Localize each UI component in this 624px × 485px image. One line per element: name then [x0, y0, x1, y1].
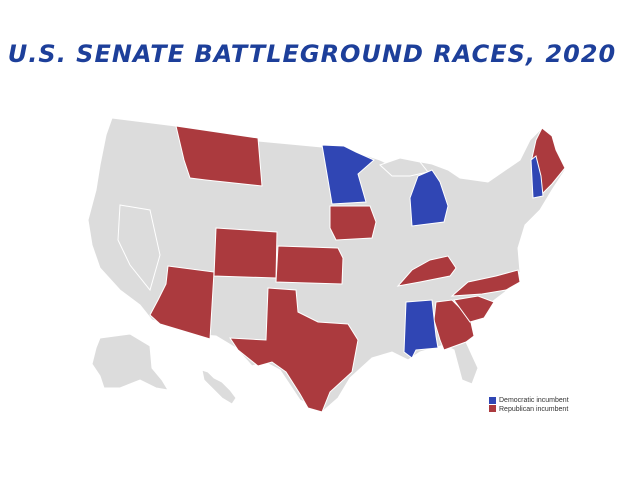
legend-republican-swatch: [489, 405, 496, 412]
nevada: [117, 204, 161, 292]
state-kentucky: [396, 255, 457, 287]
legend-republican-label: Republican incumbent: [499, 406, 569, 413]
state-alabama: [403, 299, 439, 359]
state-arizona: [149, 265, 215, 340]
battleground-states: [149, 125, 566, 413]
state-texas: [229, 287, 359, 413]
state-colorado: [213, 227, 278, 279]
state-iowa: [329, 205, 377, 241]
state-michigan: [409, 169, 449, 227]
state-new-hampshire: [530, 155, 544, 199]
hawaii: [201, 369, 237, 405]
map-title: U.S. SENATE BATTLEGROUND RACES, 2020: [7, 40, 617, 68]
state-south-carolina: [453, 295, 495, 323]
legend-democratic-swatch: [489, 397, 496, 404]
state-minnesota: [321, 144, 375, 205]
state-montana: [175, 125, 263, 187]
alaska: [91, 333, 169, 391]
legend: Democratic incumbent Republican incumben…: [489, 396, 569, 414]
legend-democratic-label: Democratic incumbent: [499, 397, 569, 404]
state-north-carolina: [450, 269, 521, 297]
state-kansas: [275, 245, 344, 285]
